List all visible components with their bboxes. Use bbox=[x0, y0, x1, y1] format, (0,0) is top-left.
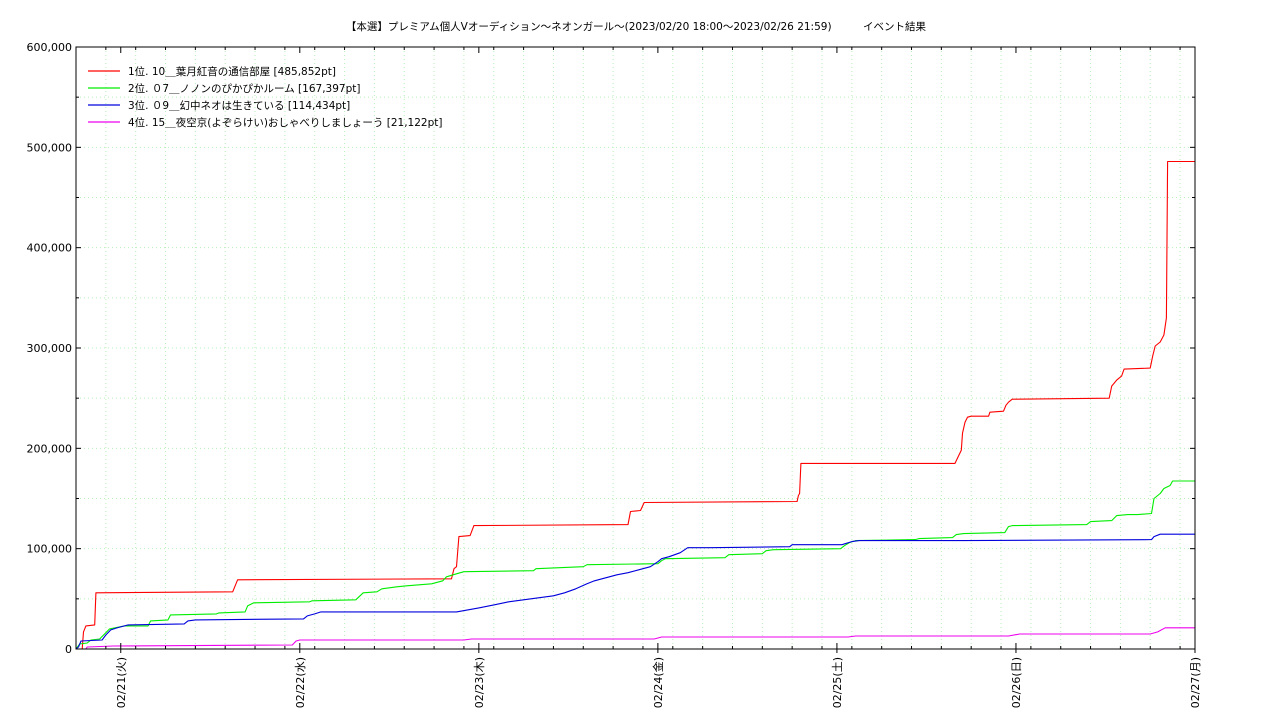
chart-series bbox=[75, 160, 1195, 650]
chart-grid bbox=[76, 47, 1195, 649]
x-tick-label: 02/22(水) bbox=[294, 657, 307, 708]
y-tick-label: 100,000 bbox=[27, 543, 73, 556]
plot-frame bbox=[75, 46, 1196, 650]
x-tick-label: 02/24(金) bbox=[651, 657, 665, 708]
x-tick-label: 02/26(日) bbox=[1010, 657, 1023, 708]
series-line-2 bbox=[75, 480, 1195, 650]
series-line-1 bbox=[81, 160, 1195, 650]
y-tick-label: 200,000 bbox=[27, 442, 73, 455]
y-tick-label: 0 bbox=[65, 643, 72, 656]
legend-label-3: 3位. ０9＿幻中ネオは生きている [114,434pt] bbox=[128, 99, 350, 112]
x-tick-label: 02/27(月) bbox=[1189, 657, 1202, 708]
series-line-4 bbox=[85, 627, 1195, 650]
legend-label-4: 4位. 15＿夜空京(よぞらけい)おしゃべりしましょーう [21,122pt] bbox=[128, 116, 442, 129]
series-line-3 bbox=[75, 533, 1195, 650]
y-tick-label: 300,000 bbox=[27, 342, 73, 355]
y-tick-label: 500,000 bbox=[27, 141, 73, 154]
chart-legend: 1位. 10＿葉月紅音の通信部屋 [485,852pt] 2位. ０7＿ノノンのぴ… bbox=[88, 65, 442, 129]
chart-axes: 0 100,000 200,000 300,000 400,000 500,000 600,… bbox=[27, 41, 1203, 708]
x-tick-label: 02/21(火) bbox=[115, 657, 128, 708]
x-tick-label: 02/25(土) bbox=[831, 657, 844, 708]
legend-label-1: 1位. 10＿葉月紅音の通信部屋 [485,852pt] bbox=[128, 65, 336, 78]
chart-title: 【本選】プレミアム個人Vオーディション〜ネオンガール〜(2023/02/20 1… bbox=[346, 20, 927, 33]
y-tick-label: 400,000 bbox=[27, 242, 73, 255]
y-tick-label: 600,000 bbox=[27, 41, 73, 54]
x-tick-label: 02/23(木) bbox=[473, 657, 486, 708]
legend-label-2: 2位. ０7＿ノノンのぴかぴかルーム [167,397pt] bbox=[128, 82, 360, 95]
